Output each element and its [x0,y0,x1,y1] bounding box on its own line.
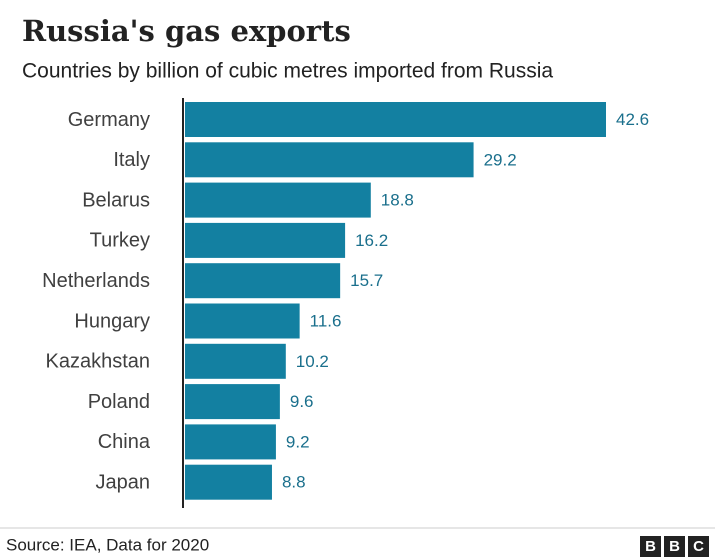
category-label: Netherlands [42,270,150,292]
category-label: Belarus [82,189,150,211]
bar [185,384,280,420]
chart-title: Russia's gas exports [22,14,351,48]
value-label: 8.8 [282,473,306,492]
bar [185,424,276,460]
value-label: 29.2 [484,150,517,169]
bar [185,263,341,299]
value-label: 9.6 [290,392,314,411]
bar [185,142,474,178]
logo-box [664,536,685,557]
category-label: China [98,431,151,453]
value-label: 42.6 [616,110,649,129]
logo-letter: B [645,538,656,555]
bar [185,182,371,218]
bar [185,464,272,500]
value-label: 11.6 [310,311,342,330]
bar [185,102,606,137]
category-label: Poland [88,391,150,413]
category-label: Japan [96,471,151,493]
value-label: 15.7 [350,271,383,290]
logo-box [640,536,661,557]
bar [185,222,346,258]
source: Source: IEA, Data for 2020 [6,535,209,554]
value-label: 10.2 [296,352,329,371]
chart-subtitle: Countries by billion of cubic metres imp… [22,60,553,83]
value-label: 9.2 [286,432,310,451]
category-label: Kazakhstan [45,351,150,373]
bar [185,343,286,379]
bar [185,303,300,339]
category-label: Germany [68,109,150,131]
logo-box [688,536,709,557]
logo-letter: C [693,538,704,555]
value-label: 18.8 [381,191,414,210]
category-label: Turkey [90,230,150,252]
category-label: Hungary [74,310,150,332]
value-label: 16.2 [355,231,388,250]
logo-letter: B [669,538,680,555]
category-label: Italy [113,149,150,171]
